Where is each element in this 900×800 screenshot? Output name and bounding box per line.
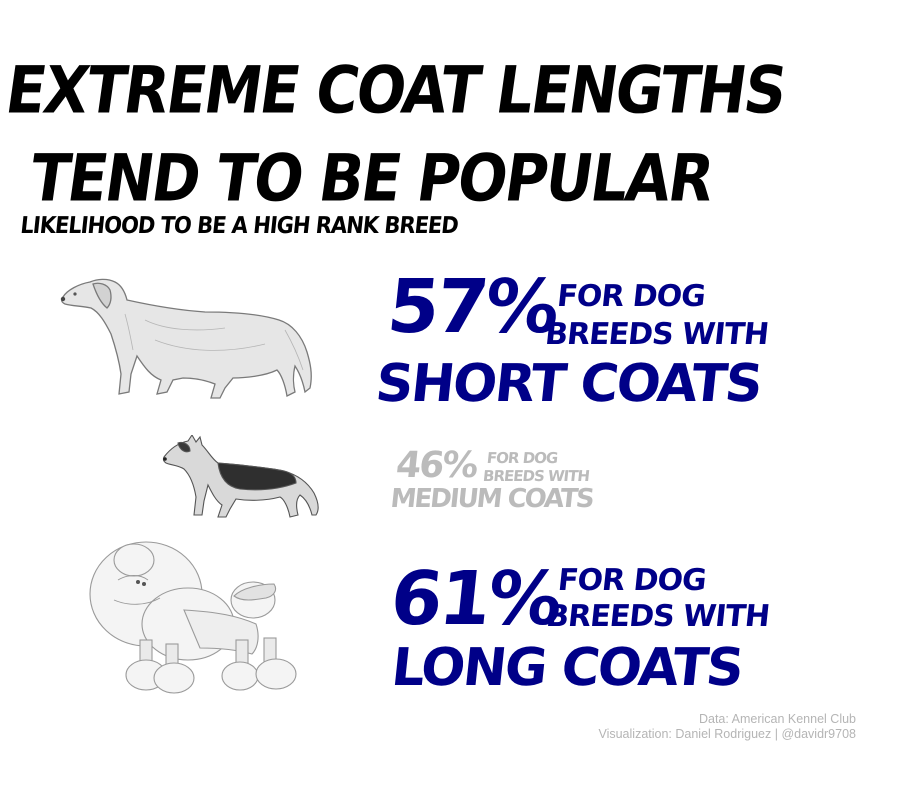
stat-description-line-2: breeds with xyxy=(482,467,590,485)
stat-coat-label: medium coats xyxy=(389,484,595,514)
title-line-2: tend to be popular xyxy=(25,140,718,217)
medium-coat-dog-icon xyxy=(162,435,319,518)
stat-description-line-2: breeds with xyxy=(544,599,771,634)
long-coat-dog-icon xyxy=(89,541,297,694)
stat-percent: 46% xyxy=(394,445,479,486)
stat-description-line-1: for dog xyxy=(486,449,559,467)
stat-description-line-1: for dog xyxy=(555,279,707,314)
data-source-credit: Data: American Kennel Club xyxy=(698,712,856,726)
stat-description-line-1: for dog xyxy=(556,563,708,598)
stat-coat-label: long coats xyxy=(388,638,745,698)
subtitle: Likelihood to be a high rank breed xyxy=(19,212,460,239)
stat-description-line-2: breeds with xyxy=(543,317,770,352)
stat-medium-coats: 46% for dog breeds with medium coats xyxy=(389,445,658,528)
stat-long-coats: 61% for dog breeds with long coats xyxy=(379,556,771,712)
stat-short-coats: 57% for dog breeds with short coats xyxy=(373,264,770,420)
stat-percent: 57% xyxy=(383,264,561,350)
short-coat-dog-icon xyxy=(60,278,312,399)
stat-percent: 61% xyxy=(386,556,564,642)
stat-coat-label: short coats xyxy=(372,354,764,414)
credits: Data: American Kennel Club Visualization… xyxy=(598,712,856,742)
title-line-1: Extreme coat lengths xyxy=(1,52,790,129)
visualization-credit: Visualization: Daniel Rodriguez | @david… xyxy=(598,727,856,741)
